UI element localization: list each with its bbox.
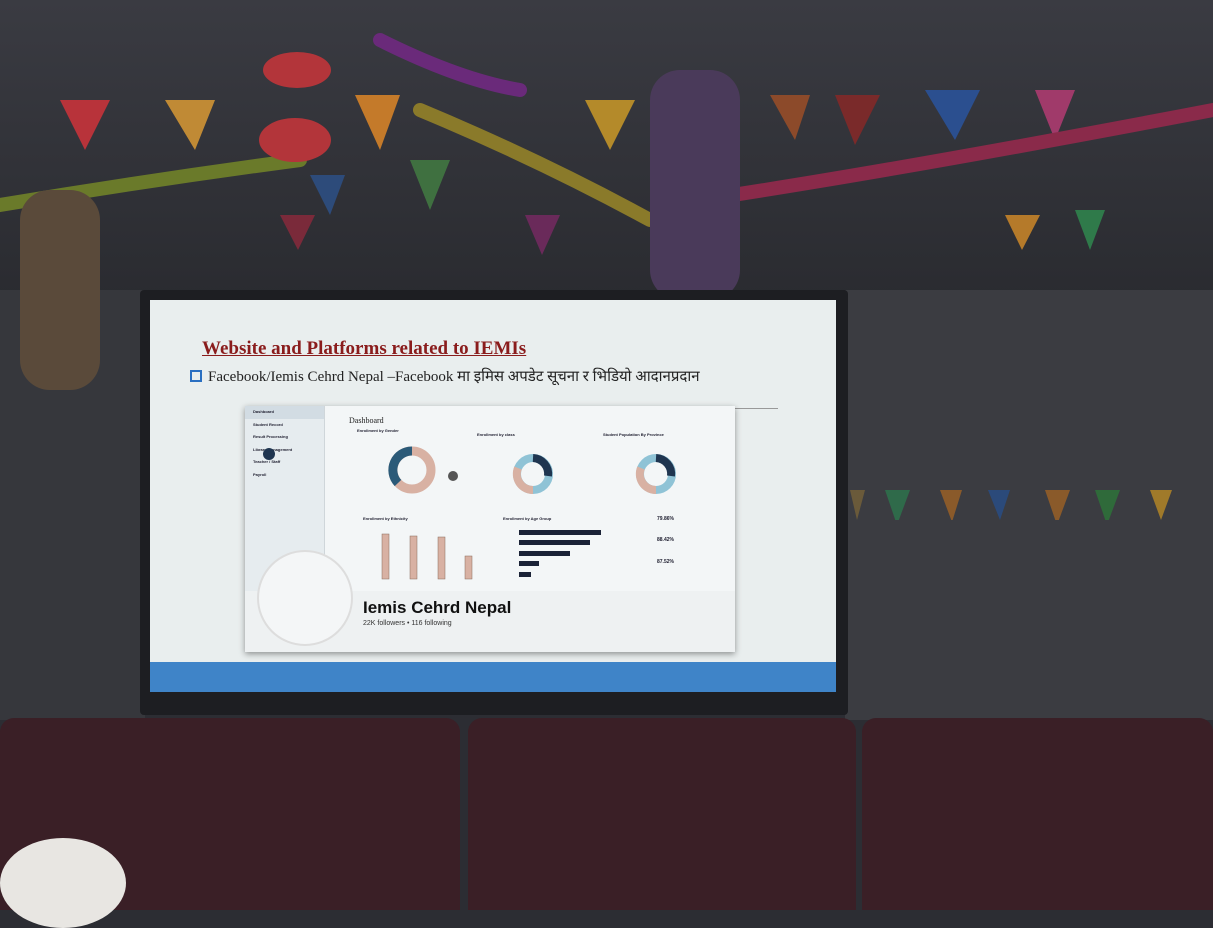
bar bbox=[464, 555, 473, 580]
checkbox-bullet-icon bbox=[190, 370, 202, 382]
presentation-slide: Website and Platforms related to IEMIs F… bbox=[150, 300, 836, 692]
sidebar-item: Payroll bbox=[253, 471, 267, 477]
panel-province-label: Student Population By Province bbox=[603, 432, 664, 437]
student-icon bbox=[263, 448, 275, 460]
bar bbox=[519, 572, 531, 577]
slide-title: Website and Platforms related to IEMIs bbox=[202, 338, 527, 359]
sofa bbox=[862, 718, 1213, 910]
bar bbox=[519, 540, 590, 545]
dashboard-graphics bbox=[263, 446, 676, 580]
ethnicity-bars bbox=[381, 533, 473, 580]
bar bbox=[437, 536, 446, 580]
stat-value: 88.42% bbox=[657, 537, 674, 543]
sidebar-item: Teacher / Staff bbox=[253, 459, 281, 464]
stat-value: 87.52% bbox=[657, 559, 674, 565]
slide-bullet: Facebook/Iemis Cehrd Nepal –Facebook मा … bbox=[190, 366, 700, 386]
gender-donut-segment bbox=[388, 446, 413, 487]
bar bbox=[519, 551, 570, 556]
bullet-text: Facebook/Iemis Cehrd Nepal –Facebook मा … bbox=[208, 369, 700, 385]
slide-footer-bar bbox=[150, 662, 836, 692]
sidebar-item: Student Record bbox=[253, 421, 283, 427]
stat-value: 79.86% bbox=[657, 516, 674, 522]
panel-class-label: Enrollment by class bbox=[477, 432, 515, 437]
panel-gender-label: Enrollment by Gender bbox=[357, 428, 399, 433]
dashboard-heading: Dashboard bbox=[349, 416, 384, 425]
bar bbox=[519, 530, 601, 535]
sidebar-item: Result Processing bbox=[253, 434, 288, 439]
bar bbox=[381, 533, 390, 580]
bunting bbox=[60, 90, 1105, 255]
panel-age-label: Enrollment by Age Group bbox=[503, 516, 552, 521]
bar bbox=[409, 535, 418, 580]
page-name[interactable]: Iemis Cehrd Nepal bbox=[363, 598, 512, 617]
bar bbox=[519, 561, 539, 566]
sofa bbox=[468, 718, 856, 910]
sidebar-item: Library Management bbox=[253, 446, 293, 452]
panel-ethnicity-label: Enrollment by Ethnicity bbox=[363, 516, 408, 521]
sidebar-item: Dashboard bbox=[245, 406, 324, 419]
age-bars bbox=[519, 530, 601, 577]
white-pompom bbox=[0, 838, 126, 928]
gauge-icon bbox=[448, 471, 458, 481]
profile-avatar[interactable] bbox=[257, 550, 353, 646]
party-decorations bbox=[0, 33, 1213, 520]
wall-bunting bbox=[850, 490, 1172, 520]
follower-count: 22K followers • 116 following bbox=[363, 620, 452, 627]
wall-right bbox=[845, 290, 1213, 720]
hanging-ornaments bbox=[20, 52, 740, 390]
facebook-page-screenshot: Dashboard Student Record Result Processi… bbox=[245, 406, 735, 652]
